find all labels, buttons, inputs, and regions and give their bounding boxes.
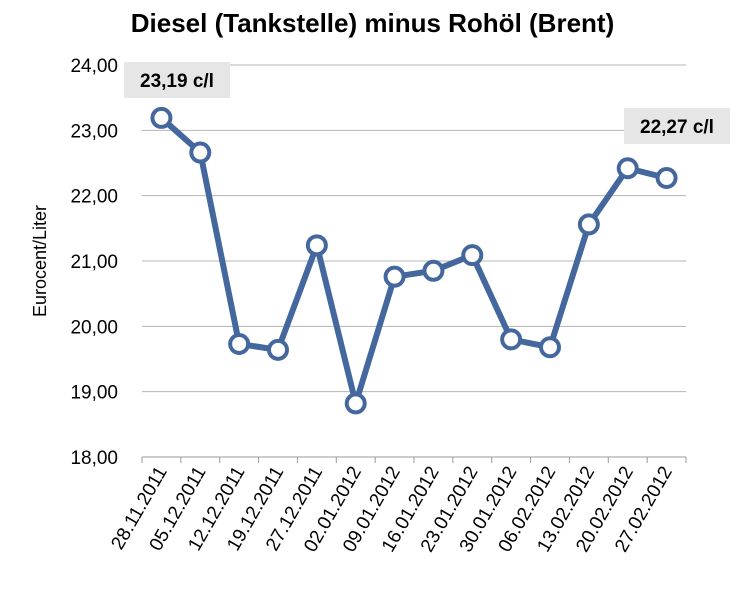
- data-point: [422, 259, 445, 282]
- y-tick-label: 18,00: [70, 448, 118, 469]
- data-point: [267, 338, 289, 361]
- callout-box: [624, 108, 730, 144]
- callout-box: [124, 62, 230, 98]
- y-tick-label: 19,00: [70, 383, 118, 404]
- data-callouts: 23,19 c/l 22,27 c/l: [124, 62, 730, 144]
- data-point: [577, 213, 600, 236]
- data-point: [539, 336, 561, 359]
- y-tick-label: 21,00: [70, 252, 118, 273]
- data-callout: 23,19 c/l: [124, 62, 230, 98]
- data-point: [500, 328, 523, 351]
- data-point: [383, 265, 406, 288]
- callout-label: 22,27 c/l: [640, 117, 714, 138]
- data-point: [305, 234, 328, 257]
- data-point: [655, 167, 678, 190]
- y-tick-label: 20,00: [70, 317, 118, 338]
- chart-title: Diesel (Tankstelle) minus Rohöl (Brent): [130, 8, 615, 38]
- x-axis-ticks: 28.11.201105.12.201112.12.201119.12.2011…: [107, 457, 687, 556]
- data-point: [150, 106, 173, 129]
- y-axis-ticks: 18,00 19,00 20,00 21,00 22,00 23,00 24,00: [70, 56, 118, 469]
- y-tick-label: 23,00: [70, 121, 118, 142]
- y-axis-title: Eurocent/Liter: [30, 205, 50, 317]
- data-point: [344, 392, 367, 415]
- data-point: [616, 157, 639, 180]
- y-tick-label: 22,00: [70, 187, 118, 208]
- callout-label: 23,19 c/l: [140, 71, 214, 92]
- data-point: [461, 244, 484, 267]
- y-tick-label: 24,00: [70, 56, 118, 77]
- series-line: [150, 106, 678, 415]
- data-point: [228, 332, 251, 355]
- data-point: [189, 141, 212, 164]
- data-callout: 22,27 c/l: [624, 108, 730, 144]
